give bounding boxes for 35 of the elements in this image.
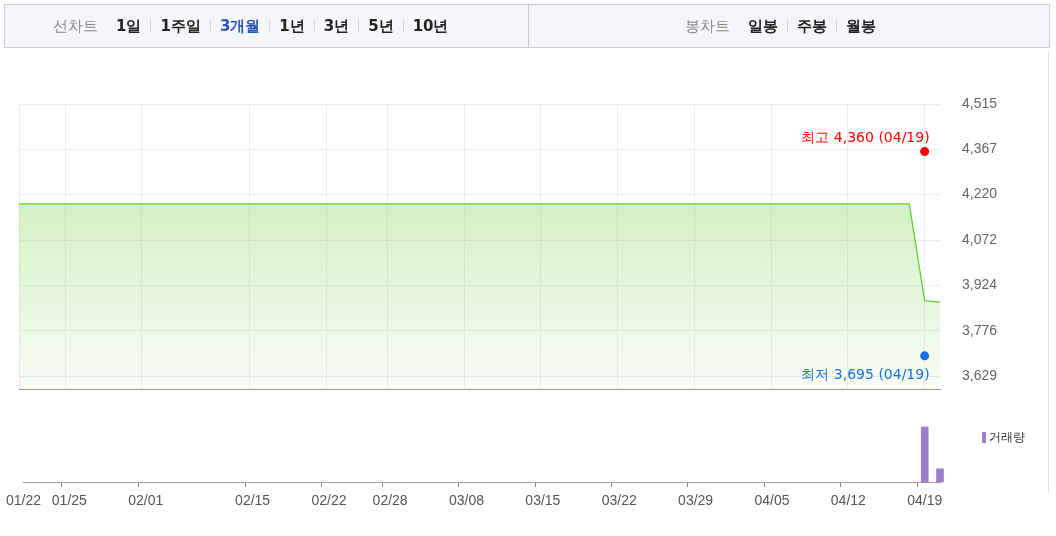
- annotation: 최저 3,695 (04/19): [801, 365, 930, 382]
- x-tick-label: 03/22: [601, 492, 637, 509]
- text: 1일: [115, 17, 143, 35]
- annotation: 최고 4,360 (04/19): [801, 128, 930, 145]
- y-tick-label: 4,367: [962, 140, 998, 157]
- x-tick-label: 03/29: [678, 492, 714, 509]
- legend-label: 거래량: [989, 429, 1025, 446]
- text: 월봉: [836, 17, 885, 35]
- y-tick-label: 4,515: [962, 94, 998, 111]
- x-tick-label: 01/22: [5, 492, 42, 509]
- x-tick-label: 02/15: [235, 492, 271, 509]
- text: 1년: [269, 17, 314, 35]
- y-tick-label: 3,776: [962, 321, 998, 338]
- y-tick-label: 4,220: [962, 185, 998, 202]
- text: 10년: [402, 17, 458, 35]
- text: 3개월: [209, 17, 270, 35]
- y-tick-label: 3,924: [962, 276, 998, 293]
- text: 3년: [313, 17, 359, 35]
- y-tick-label: 3,629: [962, 366, 998, 383]
- x-tick-label: 02/28: [372, 492, 408, 509]
- y-tick-label: 4,072: [962, 230, 998, 247]
- x-tick-label: 02/22: [311, 492, 347, 509]
- text: 주봉: [787, 17, 836, 35]
- x-tick-label: 03/08: [448, 492, 485, 509]
- x-tick-label: 03/15: [525, 492, 561, 509]
- x-tick-label: 04/12: [830, 492, 867, 509]
- x-tick-label: 04/05: [754, 492, 790, 509]
- x-tick-label: 04/19: [907, 492, 943, 509]
- text: 선차트: [53, 17, 99, 35]
- text: 봉차트: [685, 17, 731, 35]
- x-tick-label: 02/01: [128, 492, 164, 509]
- text: 일봉: [747, 17, 779, 35]
- text: 5년: [358, 17, 403, 35]
- x-tick-label: 01/25: [51, 492, 88, 509]
- text: 1주일: [150, 17, 210, 35]
